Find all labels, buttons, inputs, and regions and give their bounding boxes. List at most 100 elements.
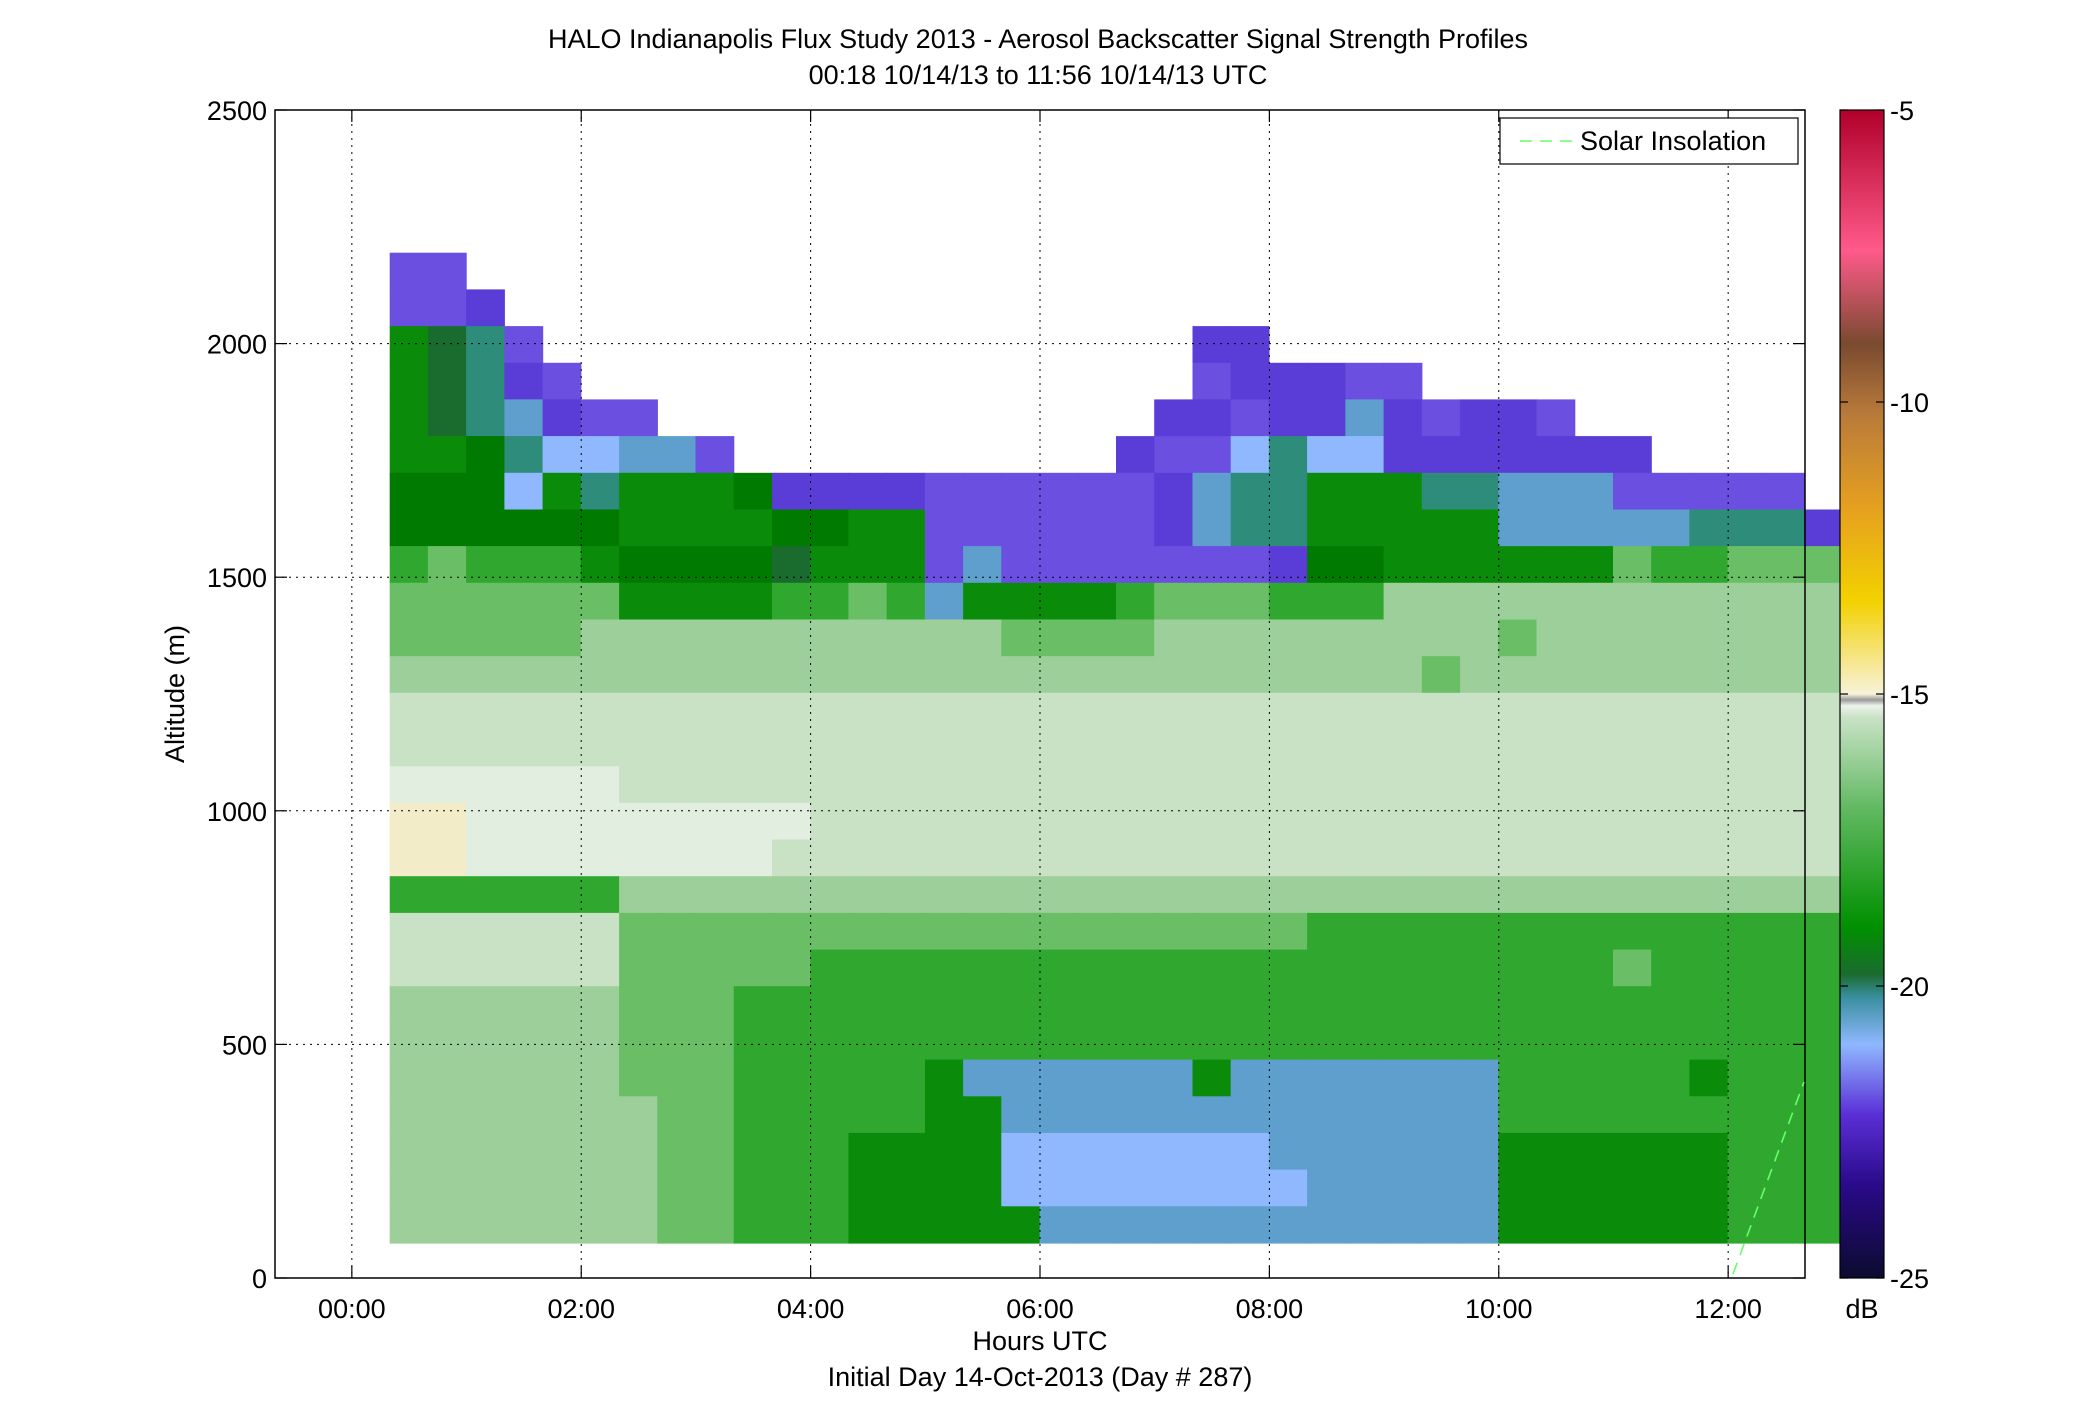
heatmap-cell (886, 692, 926, 731)
heatmap-cell (1804, 912, 1843, 951)
colorbar-tick-label: -25 (1890, 1264, 1929, 1294)
heatmap-cell (1001, 1206, 1041, 1244)
heatmap-cell (1116, 546, 1155, 584)
heatmap-cell (695, 729, 735, 767)
heatmap-cell (1116, 656, 1155, 694)
heatmap-cell (1765, 1169, 1805, 1207)
heatmap-cell (1421, 1132, 1461, 1171)
heatmap-cell (1613, 436, 1652, 474)
x-tick-label: 00:00 (318, 1294, 386, 1324)
heatmap-cell (810, 729, 849, 767)
heatmap-cell (1498, 839, 1538, 877)
heatmap-cell (1154, 1206, 1193, 1244)
heatmap-cell (389, 1132, 429, 1171)
heatmap-cell (1421, 912, 1461, 951)
heatmap-cell (1116, 1169, 1155, 1207)
heatmap-cell (1574, 912, 1614, 951)
heatmap-cell (810, 912, 849, 951)
heatmap-cell (1421, 692, 1461, 731)
heatmap-cell (810, 949, 849, 987)
heatmap-cell (733, 619, 773, 657)
heatmap-cell (1345, 1169, 1385, 1207)
heatmap-cell (1765, 1096, 1805, 1134)
heatmap-cell (1574, 546, 1614, 584)
heatmap-cell (848, 802, 888, 841)
heatmap-cell (1460, 619, 1499, 657)
heatmap-cell (389, 1206, 429, 1244)
heatmap-cell (1804, 582, 1843, 621)
heatmap-cell (1383, 1169, 1423, 1207)
heatmap-cell (466, 362, 505, 401)
heatmap-cell (1536, 399, 1576, 437)
heatmap-cell (1383, 839, 1423, 877)
heatmap-cell (1613, 1059, 1652, 1097)
heatmap-cell (1765, 876, 1805, 914)
heatmap-cell (1307, 1132, 1346, 1171)
heatmap-cell (772, 766, 811, 804)
heatmap-cell (542, 802, 582, 841)
heatmap-cell (963, 1022, 1002, 1061)
heatmap-cell (1574, 1022, 1614, 1061)
heatmap-cell (1345, 399, 1385, 437)
heatmap-cell (1689, 546, 1729, 584)
heatmap-cell (1613, 839, 1652, 877)
heatmap-cell (1727, 509, 1767, 547)
heatmap-cell (1077, 1132, 1117, 1171)
heatmap-cell (580, 656, 620, 694)
heatmap-cell (466, 399, 505, 437)
heatmap-cell (1077, 949, 1117, 987)
heatmap-cell (1651, 986, 1690, 1024)
heatmap-cell (1383, 546, 1423, 584)
heatmap-cell (389, 912, 429, 951)
heatmap-cell (810, 582, 849, 621)
heatmap-cell (695, 1169, 735, 1207)
heatmap-cell (1077, 802, 1117, 841)
heatmap-cell (733, 986, 773, 1024)
heatmap-cell (1307, 619, 1346, 657)
heatmap-cell (1268, 692, 1308, 731)
heatmap-cell (504, 546, 544, 584)
heatmap-cell (1651, 582, 1690, 621)
heatmap-cell (695, 546, 735, 584)
heatmap-cell (810, 509, 849, 547)
heatmap-cell (580, 1132, 620, 1171)
heatmap-cell (1421, 1169, 1461, 1207)
heatmap-cell (772, 949, 811, 987)
heatmap-cell (810, 986, 849, 1024)
heatmap-cell (1689, 472, 1729, 511)
heatmap-cell (580, 1206, 620, 1244)
heatmap-cell (1268, 1206, 1308, 1244)
heatmap-cell (427, 1206, 467, 1244)
heatmap-cell (466, 436, 505, 474)
heatmap-cell (1230, 766, 1270, 804)
heatmap-cell (886, 582, 926, 621)
heatmap-cell (389, 986, 429, 1024)
heatmap-cell (1460, 656, 1499, 694)
heatmap-cell (1192, 1096, 1232, 1134)
heatmap-cell (1498, 399, 1538, 437)
heatmap-cell (657, 472, 697, 511)
heatmap-cell (619, 1096, 658, 1134)
heatmap-cell (1116, 582, 1155, 621)
heatmap-cell (924, 1059, 964, 1097)
heatmap-cell (1307, 472, 1346, 511)
heatmap-cell (886, 912, 926, 951)
heatmap-cell (963, 546, 1002, 584)
heatmap-cell (1613, 1022, 1652, 1061)
heatmap-cell (1154, 839, 1193, 877)
heatmap-cell (848, 509, 888, 547)
heatmap-cell (580, 436, 620, 474)
heatmap-cell (695, 912, 735, 951)
heatmap-cell (1307, 766, 1346, 804)
heatmap-cell (1765, 656, 1805, 694)
heatmap-cell (1536, 582, 1576, 621)
heatmap-cell (963, 656, 1002, 694)
heatmap-cell (772, 619, 811, 657)
heatmap-cell (1689, 582, 1729, 621)
heatmap-cell (1192, 692, 1232, 731)
heatmap-cell (1727, 472, 1767, 511)
heatmap-cell (924, 729, 964, 767)
heatmap-cell (1192, 1169, 1232, 1207)
heatmap-cell (1116, 1206, 1155, 1244)
y-tick-label: 2000 (207, 330, 267, 360)
